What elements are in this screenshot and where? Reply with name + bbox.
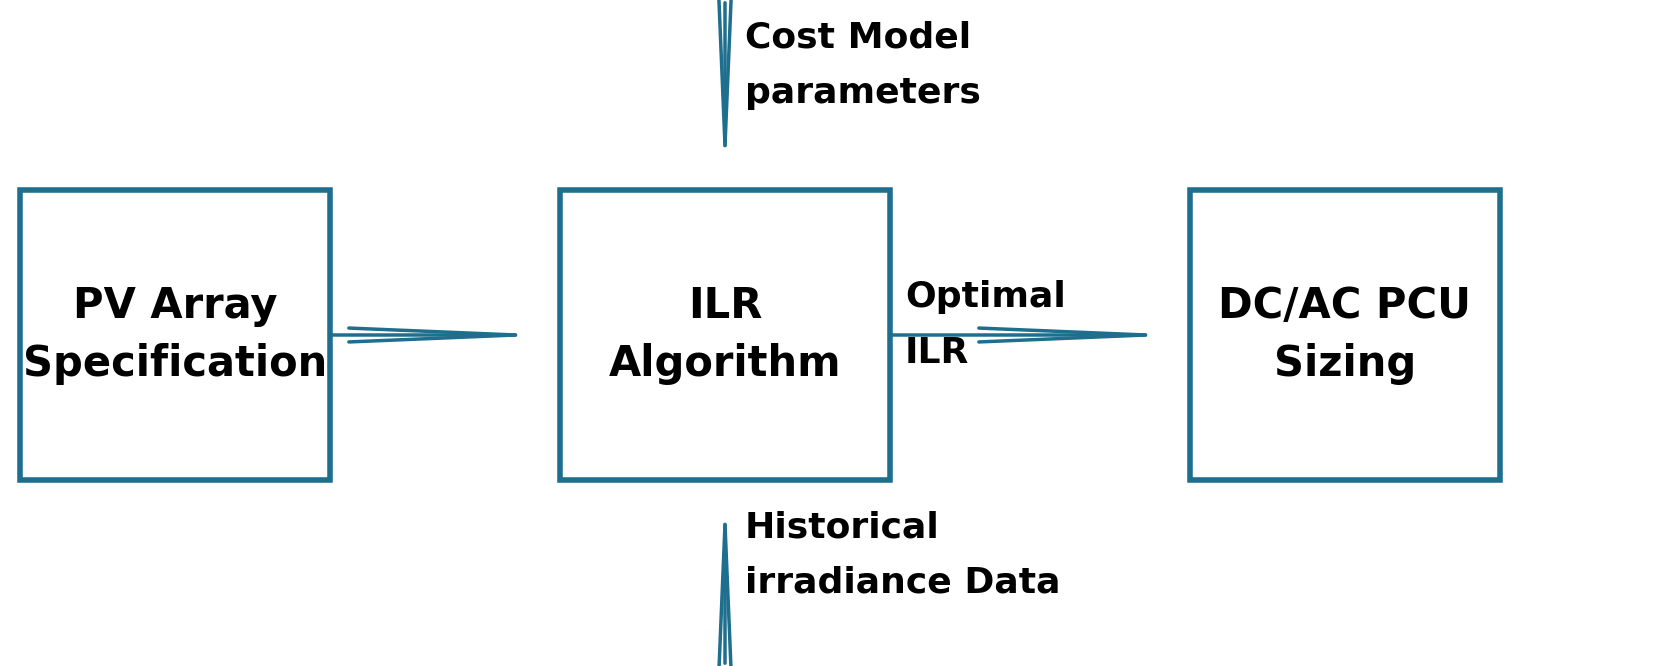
- Text: DC/AC PCU
Sizing: DC/AC PCU Sizing: [1218, 285, 1472, 385]
- Bar: [1190, 190, 1500, 480]
- Bar: [561, 190, 889, 480]
- Text: Cost Model
parameters: Cost Model parameters: [745, 20, 980, 110]
- Bar: [20, 190, 330, 480]
- Text: ILR
Algorithm: ILR Algorithm: [609, 285, 841, 385]
- Text: PV Array
Specification: PV Array Specification: [23, 285, 327, 385]
- Text: Optimal
ILR: Optimal ILR: [906, 280, 1065, 370]
- Text: Historical
irradiance Data: Historical irradiance Data: [745, 510, 1060, 599]
